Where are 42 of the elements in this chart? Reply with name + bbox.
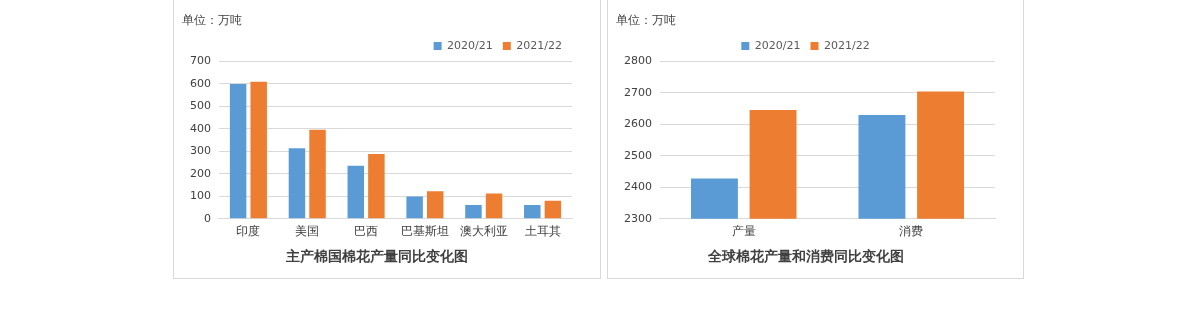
y-tick-label: 2500 <box>623 148 652 162</box>
text: 主产棉国棉花产量同比变化图 <box>285 248 468 265</box>
y-tick-label: 400 <box>190 121 211 135</box>
y-axis-title: 单位：万吨 <box>182 13 242 28</box>
bar <box>288 148 306 219</box>
y-tick-label: 0 <box>204 211 211 225</box>
y-tick-label: 600 <box>190 76 211 90</box>
bar <box>426 191 444 219</box>
legend-label: 2020/21 <box>754 38 801 52</box>
y-tick-label: 300 <box>190 144 211 158</box>
y-axis-title: 单位：万吨 <box>616 13 676 28</box>
bar <box>524 205 541 219</box>
bar <box>250 81 267 219</box>
y-tick-label: 100 <box>190 189 211 203</box>
y-tick-label: 2400 <box>623 180 652 194</box>
bar <box>229 83 247 219</box>
x-tick-label: 巴西 <box>354 224 379 239</box>
y-tick-label: 2800 <box>623 54 652 68</box>
bar <box>544 200 562 219</box>
legend-label: 2021/22 <box>824 38 870 52</box>
x-tick-label: 澳大利亚 <box>459 224 508 239</box>
x-tick-label: 消费 <box>899 224 924 239</box>
x-tick-label: 土耳其 <box>524 224 561 239</box>
x-tick-label: 巴基斯坦 <box>400 224 449 239</box>
bar <box>406 196 423 219</box>
x-tick-label: 印度 <box>236 224 261 239</box>
bar <box>465 205 482 219</box>
bar <box>309 129 326 219</box>
bar <box>368 154 385 219</box>
x-tick-label: 美国 <box>295 224 320 239</box>
y-tick-label: 200 <box>190 166 211 180</box>
x-tick-label: 产量 <box>731 224 756 239</box>
bar <box>347 165 365 219</box>
bar <box>485 193 503 219</box>
y-tick-label: 700 <box>190 54 211 68</box>
y-tick-label: 2700 <box>623 85 652 99</box>
legend-label: 2020/21 <box>447 38 493 52</box>
y-tick-label: 500 <box>190 99 211 113</box>
y-tick-label: 2600 <box>623 117 652 131</box>
text: 全球棉花产量和消费同比变化图 <box>706 248 904 265</box>
legend-label: 2021/22 <box>516 38 563 52</box>
y-tick-label: 2300 <box>623 211 652 225</box>
